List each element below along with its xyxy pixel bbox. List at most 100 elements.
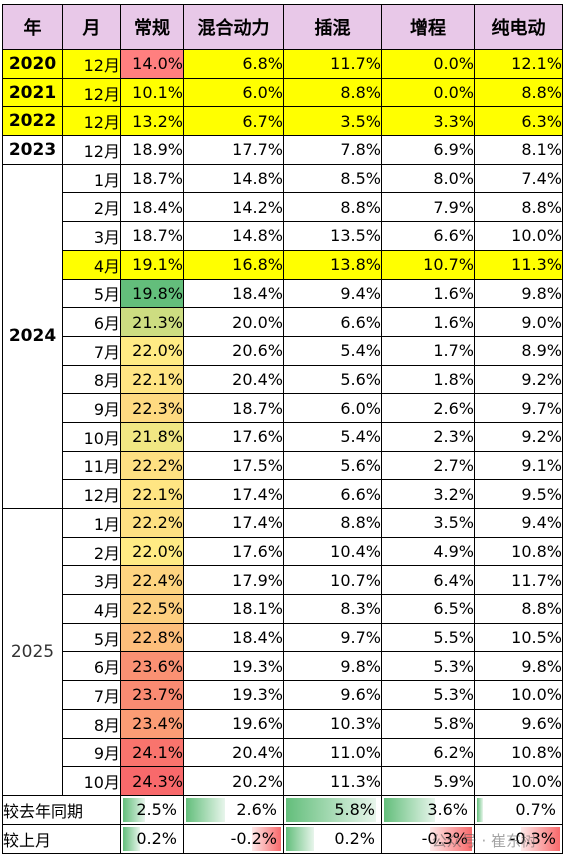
value-cell: 10.8% bbox=[474, 737, 563, 768]
month-cell: 8月 bbox=[62, 364, 121, 395]
value-cell: 18.4% bbox=[183, 278, 284, 309]
table-row: 2025 1月 22.2% 17.4% 8.8% 3.5% 9.4% bbox=[2, 508, 563, 796]
table-row: 2023 12月 18.9% 17.7% 7.8% 6.9% 8.1% bbox=[2, 135, 563, 165]
value-cell: 2.7% bbox=[381, 450, 475, 481]
value-cell: 11.3% bbox=[283, 766, 382, 796]
table-row: 3月 22.4% 17.9% 10.7% 6.4% 11.7% bbox=[3, 565, 563, 596]
month-cell: 9月 bbox=[62, 737, 121, 768]
comparison-cell: 5.8% bbox=[283, 794, 382, 825]
value-cell: 1.7% bbox=[381, 335, 475, 366]
value-cell: 10.0% bbox=[474, 766, 563, 796]
value-cell: 5.6% bbox=[283, 450, 382, 481]
value-cell: 4.9% bbox=[381, 536, 475, 567]
comparison-cell: 0.2% bbox=[120, 823, 184, 854]
value-cell: 17.6% bbox=[183, 536, 284, 567]
value-cell: 10.3% bbox=[283, 708, 382, 739]
column-header: 常规 bbox=[120, 4, 184, 50]
value-cell: 7.9% bbox=[381, 192, 475, 223]
value-cell: 14.0% bbox=[120, 49, 184, 79]
comparison-value: -0.3% bbox=[421, 829, 468, 849]
value-cell: 2.3% bbox=[381, 421, 475, 452]
month-cell: 12月 bbox=[62, 479, 121, 509]
month-cell: 4月 bbox=[62, 249, 121, 280]
comparison-value: 0.2% bbox=[136, 829, 177, 849]
month-cell: 1月 bbox=[62, 163, 121, 194]
value-cell: 16.8% bbox=[183, 249, 284, 280]
month-cell: 1月 bbox=[62, 508, 121, 538]
value-cell: 6.5% bbox=[381, 594, 475, 624]
value-cell: 0.0% bbox=[381, 77, 475, 108]
value-cell: 8.8% bbox=[474, 594, 563, 624]
table-row: 7月 22.0% 20.6% 5.4% 1.7% 8.9% bbox=[3, 335, 563, 366]
value-cell: 19.1% bbox=[120, 249, 184, 280]
table-row: 2022 12月 13.2% 6.7% 3.5% 3.3% 6.3% bbox=[2, 106, 563, 137]
positive-data-bar bbox=[286, 797, 376, 822]
value-cell: 6.6% bbox=[381, 221, 475, 251]
value-cell: 9.1% bbox=[474, 450, 563, 481]
value-cell: 1.8% bbox=[381, 364, 475, 395]
value-cell: 7.8% bbox=[283, 135, 382, 165]
value-cell: 5.9% bbox=[381, 766, 475, 796]
value-cell: 10.5% bbox=[474, 622, 563, 653]
value-cell: 22.4% bbox=[120, 565, 184, 596]
year-cell: 2025 bbox=[2, 508, 63, 796]
value-cell: 18.4% bbox=[120, 192, 184, 223]
value-cell: 8.5% bbox=[283, 163, 382, 194]
value-cell: 11.3% bbox=[474, 249, 563, 280]
comparison-value: -0.2% bbox=[230, 829, 277, 849]
value-cell: 18.9% bbox=[120, 135, 184, 165]
value-cell: 22.2% bbox=[120, 450, 184, 481]
value-cell: 23.4% bbox=[120, 708, 184, 739]
year-cell: 2022 bbox=[2, 106, 63, 137]
month-cell: 12月 bbox=[62, 135, 121, 165]
value-cell: 5.4% bbox=[283, 335, 382, 366]
value-cell: 6.7% bbox=[183, 106, 284, 137]
month-cell: 12月 bbox=[62, 77, 121, 108]
value-cell: 20.6% bbox=[183, 335, 284, 366]
value-cell: 1.6% bbox=[381, 278, 475, 309]
value-cell: 24.3% bbox=[120, 766, 184, 796]
value-cell: 7.4% bbox=[474, 163, 563, 194]
value-cell: 2.6% bbox=[381, 393, 475, 423]
value-cell: 22.8% bbox=[120, 622, 184, 653]
positive-data-bar bbox=[286, 826, 315, 851]
negative-data-bar bbox=[430, 826, 472, 851]
value-cell: 5.8% bbox=[381, 708, 475, 739]
value-cell: 17.7% bbox=[183, 135, 284, 165]
month-cell: 7月 bbox=[62, 335, 121, 366]
value-cell: 8.8% bbox=[283, 77, 382, 108]
value-cell: 6.8% bbox=[183, 49, 284, 79]
watermark: 公众号 · 崔东树 bbox=[431, 832, 536, 850]
value-cell: 8.9% bbox=[474, 335, 563, 366]
value-cell: 17.6% bbox=[183, 421, 284, 452]
column-header: 插混 bbox=[283, 4, 382, 50]
value-cell: 8.8% bbox=[283, 508, 382, 538]
value-cell: 9.5% bbox=[474, 479, 563, 509]
value-cell: 22.0% bbox=[120, 536, 184, 567]
value-cell: 14.8% bbox=[183, 163, 284, 194]
month-cell: 5月 bbox=[62, 622, 121, 653]
value-cell: 17.5% bbox=[183, 450, 284, 481]
value-cell: 6.6% bbox=[283, 307, 382, 337]
value-cell: 17.4% bbox=[183, 508, 284, 538]
value-cell: 10.7% bbox=[283, 565, 382, 596]
value-cell: 20.4% bbox=[183, 737, 284, 768]
table-row: 3月 18.7% 14.8% 13.5% 6.6% 10.0% bbox=[3, 221, 563, 251]
negative-data-bar bbox=[520, 826, 560, 851]
value-cell: 22.3% bbox=[120, 393, 184, 423]
comparison-value: 0.7% bbox=[515, 800, 556, 820]
value-cell: 14.2% bbox=[183, 192, 284, 223]
month-cell: 6月 bbox=[62, 307, 121, 337]
value-cell: 13.8% bbox=[283, 249, 382, 280]
table-row: 10月 24.3% 20.2% 11.3% 5.9% 10.0% bbox=[3, 766, 563, 796]
table-row: 2024 1月 18.7% 14.8% 8.5% 8.0% 7.4% bbox=[2, 163, 563, 510]
month-cell: 12月 bbox=[62, 49, 121, 79]
value-cell: 11.0% bbox=[283, 737, 382, 768]
value-cell: 3.5% bbox=[381, 508, 475, 538]
value-cell: 22.5% bbox=[120, 594, 184, 624]
value-cell: 9.0% bbox=[474, 307, 563, 337]
value-cell: 1.6% bbox=[381, 307, 475, 337]
value-cell: 22.1% bbox=[120, 479, 184, 509]
positive-data-bar bbox=[384, 797, 436, 822]
table-row: 5月 22.8% 18.4% 9.7% 5.5% 10.5% bbox=[3, 622, 563, 653]
